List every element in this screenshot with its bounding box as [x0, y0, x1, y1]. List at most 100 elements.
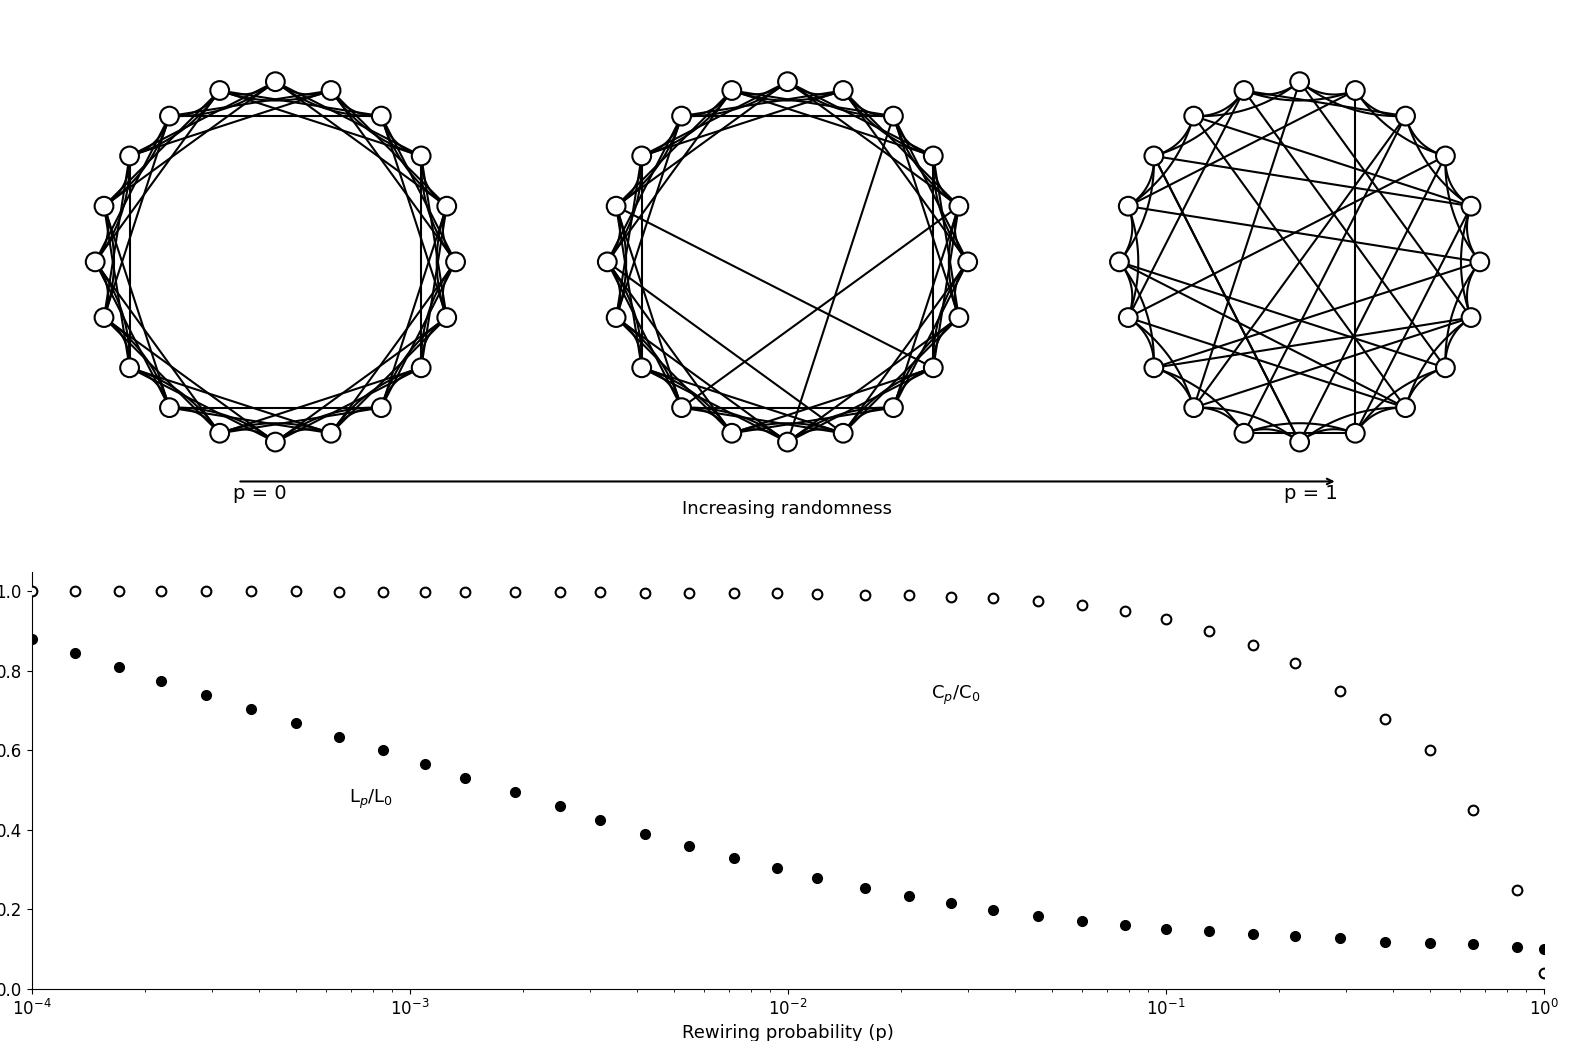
- C$_p$/C$_0$: [416, 586, 435, 599]
- Circle shape: [1436, 147, 1455, 166]
- C$_p$/C$_0$: [984, 592, 1003, 605]
- Circle shape: [94, 308, 113, 327]
- Circle shape: [598, 253, 617, 272]
- Circle shape: [950, 197, 969, 215]
- Line: L$_p$/L$_0$: L$_p$/L$_0$: [27, 634, 1548, 954]
- L$_p$/L$_0$: [109, 661, 128, 674]
- C$_p$/C$_0$: [769, 587, 788, 600]
- L$_p$/L$_0$: [22, 633, 41, 645]
- Circle shape: [372, 107, 391, 126]
- Text: p = 1: p = 1: [1284, 484, 1337, 503]
- L$_p$/L$_0$: [769, 862, 788, 874]
- L$_p$/L$_0$: [373, 744, 392, 757]
- Circle shape: [1145, 147, 1164, 166]
- Circle shape: [1462, 197, 1480, 215]
- Line: C$_p$/C$_0$: C$_p$/C$_0$: [27, 587, 1548, 977]
- L$_p$/L$_0$: [1199, 925, 1217, 938]
- Circle shape: [632, 358, 650, 377]
- Circle shape: [1471, 253, 1490, 272]
- Circle shape: [1347, 81, 1364, 100]
- C$_p$/C$_0$: [287, 585, 306, 598]
- C$_p$/C$_0$: [1463, 804, 1482, 816]
- Circle shape: [723, 424, 742, 442]
- L$_p$/L$_0$: [241, 703, 260, 715]
- Circle shape: [321, 424, 340, 442]
- C$_p$/C$_0$: [591, 586, 610, 599]
- L$_p$/L$_0$: [1375, 936, 1394, 948]
- L$_p$/L$_0$: [455, 772, 474, 785]
- Circle shape: [1462, 308, 1480, 327]
- Circle shape: [925, 147, 943, 166]
- L$_p$/L$_0$: [1463, 938, 1482, 950]
- C$_p$/C$_0$: [1243, 639, 1262, 652]
- Circle shape: [606, 197, 625, 215]
- L$_p$/L$_0$: [1028, 910, 1047, 922]
- Circle shape: [1395, 399, 1414, 417]
- C$_p$/C$_0$: [808, 587, 827, 600]
- L$_p$/L$_0$: [1156, 922, 1175, 935]
- L$_p$/L$_0$: [1073, 915, 1091, 928]
- C$_p$/C$_0$: [899, 589, 918, 602]
- Circle shape: [1235, 81, 1254, 100]
- L$_p$/L$_0$: [1507, 941, 1526, 954]
- L$_p$/L$_0$: [942, 897, 961, 910]
- Circle shape: [673, 107, 691, 126]
- Circle shape: [161, 107, 180, 126]
- C$_p$/C$_0$: [1534, 967, 1553, 980]
- Circle shape: [1118, 197, 1137, 215]
- Circle shape: [411, 147, 430, 166]
- Circle shape: [94, 197, 113, 215]
- Circle shape: [925, 358, 943, 377]
- Circle shape: [161, 399, 180, 417]
- L$_p$/L$_0$: [287, 716, 306, 729]
- C$_p$/C$_0$: [151, 585, 170, 598]
- L$_p$/L$_0$: [151, 675, 170, 687]
- Circle shape: [266, 72, 285, 91]
- C$_p$/C$_0$: [1073, 600, 1091, 612]
- Circle shape: [606, 308, 625, 327]
- X-axis label: Rewiring probability (p): Rewiring probability (p): [682, 1024, 893, 1041]
- L$_p$/L$_0$: [1285, 931, 1304, 943]
- C$_p$/C$_0$: [455, 586, 474, 599]
- Circle shape: [1290, 72, 1309, 91]
- L$_p$/L$_0$: [329, 731, 348, 743]
- L$_p$/L$_0$: [1534, 943, 1553, 956]
- C$_p$/C$_0$: [1331, 685, 1350, 697]
- Circle shape: [1184, 107, 1203, 126]
- Circle shape: [1347, 424, 1364, 442]
- C$_p$/C$_0$: [22, 585, 41, 598]
- Circle shape: [438, 308, 457, 327]
- Circle shape: [884, 399, 902, 417]
- L$_p$/L$_0$: [724, 852, 743, 864]
- Circle shape: [120, 358, 139, 377]
- Circle shape: [85, 253, 104, 272]
- Circle shape: [632, 147, 650, 166]
- C$_p$/C$_0$: [1156, 613, 1175, 626]
- L$_p$/L$_0$: [680, 840, 699, 853]
- Circle shape: [778, 72, 797, 91]
- Circle shape: [411, 358, 430, 377]
- Circle shape: [1184, 399, 1203, 417]
- C$_p$/C$_0$: [855, 588, 874, 601]
- L$_p$/L$_0$: [506, 786, 524, 798]
- Circle shape: [1145, 358, 1164, 377]
- C$_p$/C$_0$: [1028, 595, 1047, 608]
- Circle shape: [723, 81, 742, 100]
- Circle shape: [211, 81, 228, 100]
- C$_p$/C$_0$: [1115, 605, 1134, 617]
- Circle shape: [833, 81, 852, 100]
- L$_p$/L$_0$: [899, 889, 918, 902]
- C$_p$/C$_0$: [1285, 657, 1304, 669]
- Circle shape: [1436, 358, 1455, 377]
- Text: C$_p$/C$_0$: C$_p$/C$_0$: [931, 684, 980, 707]
- C$_p$/C$_0$: [680, 586, 699, 599]
- Circle shape: [1110, 253, 1129, 272]
- L$_p$/L$_0$: [1421, 937, 1440, 949]
- L$_p$/L$_0$: [551, 799, 570, 812]
- C$_p$/C$_0$: [1421, 744, 1440, 757]
- C$_p$/C$_0$: [942, 590, 961, 603]
- L$_p$/L$_0$: [416, 758, 435, 770]
- C$_p$/C$_0$: [1375, 712, 1394, 725]
- Circle shape: [266, 433, 285, 452]
- Circle shape: [321, 81, 340, 100]
